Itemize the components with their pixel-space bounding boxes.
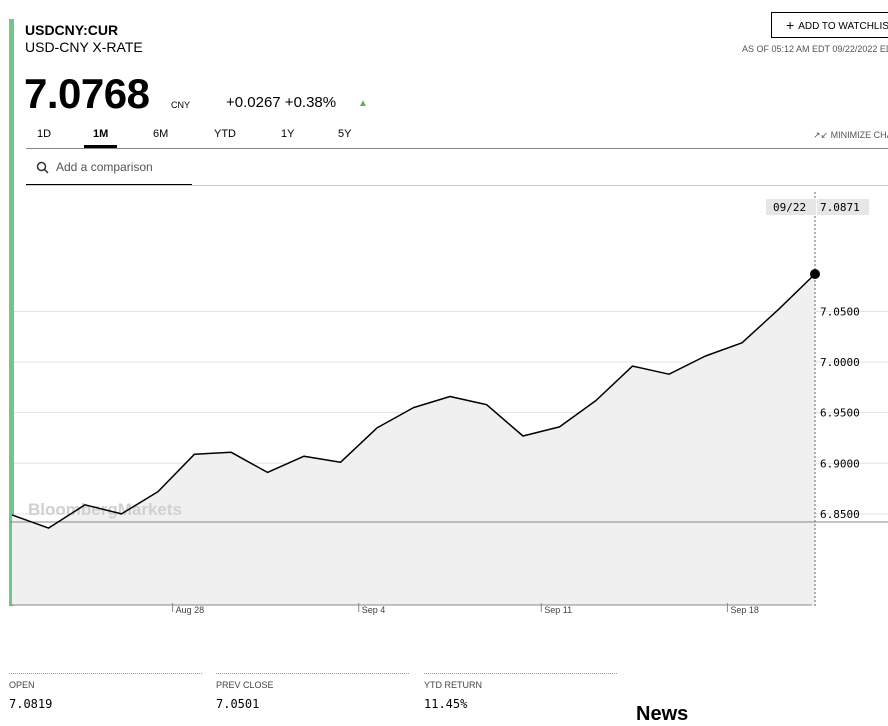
y-tick-label: 6.9500 — [820, 407, 860, 420]
stat-value: 7.0819 — [9, 697, 53, 711]
ticker-symbol: USDCNY:CUR — [25, 22, 119, 38]
price-area — [12, 274, 815, 605]
y-tick-label: 6.9000 — [820, 457, 860, 470]
stat-prev-close: PREV CLOSE 7.0501 — [216, 673, 409, 711]
tab-ytd[interactable]: YTD — [214, 128, 236, 140]
comparison-search[interactable]: Add a comparison — [26, 158, 192, 185]
stat-ytd-return: YTD RETURN 11.45% — [424, 673, 617, 711]
last-price: 7.0768 — [24, 70, 150, 117]
y-tick-label: 7.0000 — [820, 356, 860, 369]
stat-open: OPEN 7.0819 — [9, 673, 202, 711]
price-change: +0.0267 +0.38% — [226, 94, 337, 111]
comparison-placeholder: Add a comparison — [56, 160, 153, 174]
tooltip-value-box — [817, 199, 869, 215]
stat-value: 11.45% — [424, 697, 468, 711]
stat-label: YTD RETURN — [424, 680, 482, 690]
x-tick-label: Aug 28 — [176, 605, 205, 615]
chart-top-border — [26, 185, 888, 186]
price-line — [11, 273, 816, 529]
x-tick-label: Sep 11 — [544, 605, 572, 615]
y-tick-label: 7.0500 — [820, 305, 860, 318]
tab-1y[interactable]: 1Y — [281, 128, 295, 140]
minimize-label: MINIMIZE CHART — [830, 130, 888, 140]
x-tick-label: Sep 18 — [730, 605, 759, 615]
watchlist-label: ADD TO WATCHLIST — [798, 21, 888, 32]
tab-1m[interactable]: 1M — [93, 128, 109, 140]
minimize-icon: ↗↙ — [813, 130, 831, 140]
timeframe-tabs: 1D 1M 6M YTD 1Y 5Y — [26, 128, 888, 149]
tooltip-date: 09/22 — [773, 201, 806, 214]
active-tab-indicator — [84, 145, 117, 148]
x-tick-label: Sep 4 — [362, 605, 386, 615]
last-point-marker — [810, 269, 820, 280]
tab-1d[interactable]: 1D — [37, 128, 52, 140]
add-to-watchlist-button[interactable]: + ADD TO WATCHLIST — [771, 12, 888, 38]
tab-5y[interactable]: 5Y — [338, 128, 352, 140]
stat-value: 7.0501 — [216, 697, 260, 711]
plus-icon: + — [786, 17, 795, 33]
accent-bar — [9, 19, 14, 606]
search-icon — [36, 161, 49, 174]
tooltip-date-box — [766, 199, 816, 215]
tab-6m[interactable]: 6M — [153, 128, 169, 140]
y-tick-label: 6.8500 — [820, 508, 860, 521]
tooltip-value: 7.0871 — [820, 201, 860, 214]
security-name: USD-CNY X-RATE — [25, 39, 143, 55]
up-arrow-icon: ▲ — [358, 98, 368, 109]
stat-label: PREV CLOSE — [216, 680, 274, 690]
as-of-timestamp: AS OF 05:12 AM EDT 09/22/2022 EDT — [742, 44, 888, 54]
price-currency: CNY — [171, 100, 191, 110]
stat-label: OPEN — [9, 680, 35, 690]
minimize-chart-button[interactable]: ↗↙ MINIMIZE CHART — [813, 130, 888, 141]
